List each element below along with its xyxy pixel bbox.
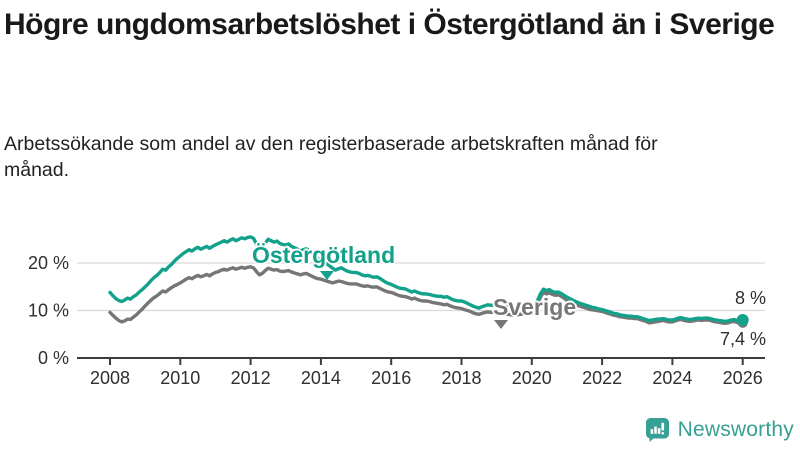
x-tick-label: 2014 (301, 368, 341, 388)
page-subtitle: Arbetssökande som andel av den registerb… (4, 133, 658, 182)
x-tick-label: 2024 (652, 368, 692, 388)
series-line-ostergotland (108, 235, 745, 324)
y-tick-label: 0 % (38, 348, 69, 368)
x-tick-label: 2010 (160, 368, 200, 388)
x-tick-label: 2008 (90, 368, 130, 388)
end-value-label-sverige: 7,4 % (719, 329, 766, 349)
x-tick-label: 2012 (231, 368, 271, 388)
x-tick-label: 2020 (512, 368, 552, 388)
x-tick-label: 2016 (371, 368, 411, 388)
x-tick-label: 2026 (723, 368, 763, 388)
series-line-sverige (108, 265, 745, 325)
series-label-sverige: Sverige (493, 294, 577, 320)
newsworthy-logo-icon (645, 418, 669, 442)
x-tick-label: 2022 (582, 368, 622, 388)
newsworthy-logo: Newsworthy (645, 417, 794, 442)
end-dot-ostergotland (736, 314, 749, 326)
newsworthy-logo-text: Newsworthy (677, 417, 794, 441)
page-title: Högre ungdomsarbetslöshet i Östergötland… (4, 8, 775, 41)
y-tick-label: 10 % (28, 301, 69, 321)
y-tick-label: 20 % (28, 253, 69, 273)
end-value-label-ostergotland: 8 % (734, 288, 766, 308)
series-label-ostergotland: Östergötland (252, 242, 396, 268)
x-tick-label: 2018 (441, 368, 481, 388)
sverige-pointer-icon (494, 320, 508, 329)
ostergotland-pointer-icon (320, 271, 334, 280)
